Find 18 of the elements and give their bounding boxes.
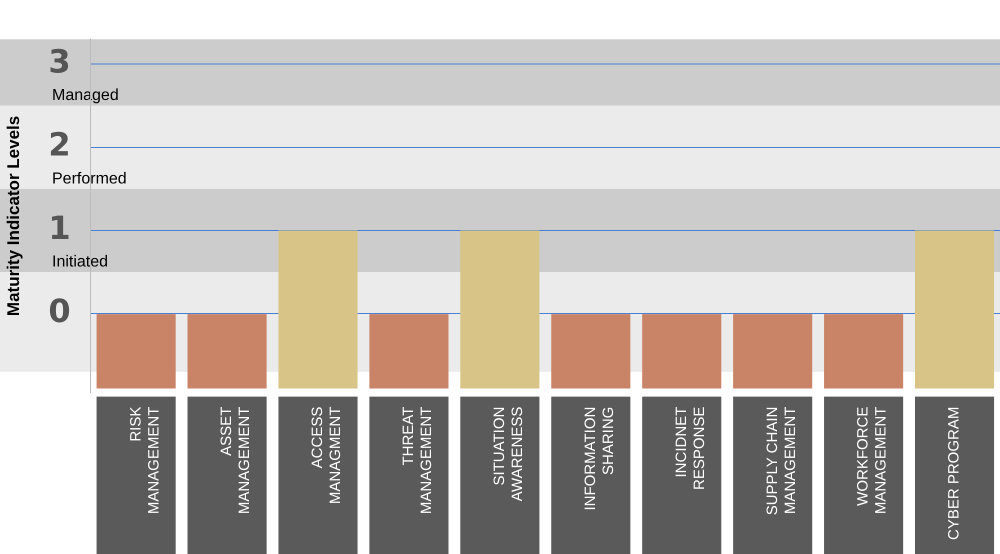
y-axis-title: Maturity Indicator Levels bbox=[4, 116, 23, 316]
y-tick-label: 2 bbox=[48, 126, 71, 164]
x-tick-label: INCIDNET RESPONSE bbox=[672, 406, 708, 490]
x-tick-label: ASSET MANAGEMENT bbox=[218, 406, 254, 514]
y-tick-label: 3 bbox=[48, 42, 71, 80]
x-tick-label: SITUATION AWARENESS bbox=[491, 406, 526, 502]
band-label: Initiated bbox=[52, 253, 108, 270]
band-label: Performed bbox=[52, 170, 127, 188]
x-tick-label: WORKFORCE MANAGEMENT bbox=[854, 406, 890, 514]
y-tick-label: 0 bbox=[48, 292, 71, 330]
x-tick-label: SUPPLY CHAIN MANAGEMENT bbox=[764, 406, 799, 516]
band-label: Managed bbox=[52, 87, 119, 104]
x-tick-label: CYBER PROGRAM bbox=[946, 406, 963, 540]
x-tick-label: ACCESS MANAGMENT bbox=[309, 406, 344, 504]
x-tick-label: INFORMATION SHARING bbox=[582, 406, 617, 511]
x-tick-label: RISK MANAGEMENT bbox=[127, 406, 162, 514]
y-tick-label: 1 bbox=[48, 208, 71, 247]
x-tick-label: THREAT MANAGEMENT bbox=[400, 406, 436, 514]
